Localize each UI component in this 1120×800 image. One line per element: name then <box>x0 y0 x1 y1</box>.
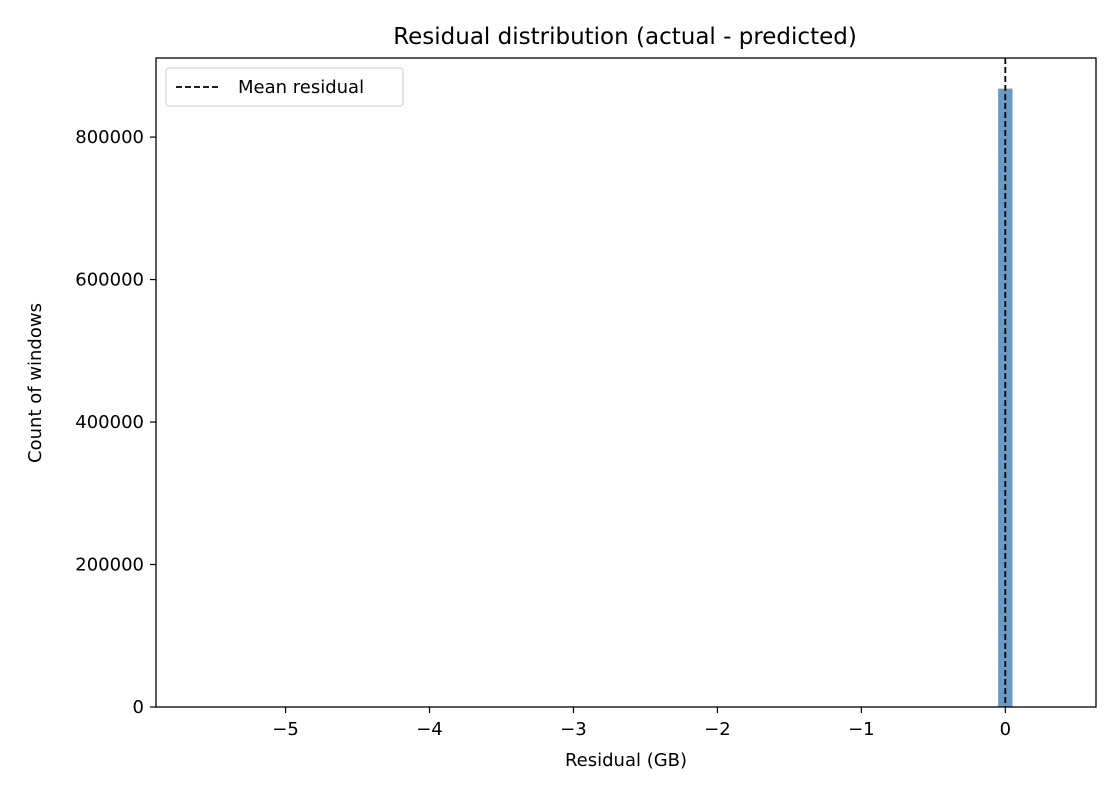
legend-box <box>165 67 404 107</box>
y-tick-label: 0 <box>133 697 144 718</box>
axes-frame <box>155 57 1097 708</box>
y-tick-label: 600000 <box>75 270 144 291</box>
legend-label-mean-residual: Mean residual <box>238 77 364 98</box>
histogram-bar <box>998 88 1013 708</box>
x-axis-label: Residual (GB) <box>565 750 687 771</box>
x-tick-label: 0 <box>1000 719 1011 740</box>
chart-title: Residual distribution (actual - predicte… <box>393 24 857 50</box>
x-axis-ticks: −5 −4 −3 −2 −1 0 <box>272 707 1011 740</box>
y-tick-label: 800000 <box>75 127 144 148</box>
x-tick-label: −1 <box>848 719 875 740</box>
legend: Mean residual <box>165 67 404 107</box>
x-tick-label: −5 <box>272 719 299 740</box>
y-tick-label: 400000 <box>75 412 144 433</box>
y-axis-label: Count of windows <box>25 303 46 463</box>
x-tick-label: −2 <box>704 719 731 740</box>
y-tick-label: 200000 <box>75 555 144 576</box>
x-tick-label: −4 <box>416 719 443 740</box>
y-axis-ticks: 0 200000 400000 600000 800000 <box>75 127 156 718</box>
histogram-bars <box>998 88 1013 708</box>
x-tick-label: −3 <box>560 719 587 740</box>
